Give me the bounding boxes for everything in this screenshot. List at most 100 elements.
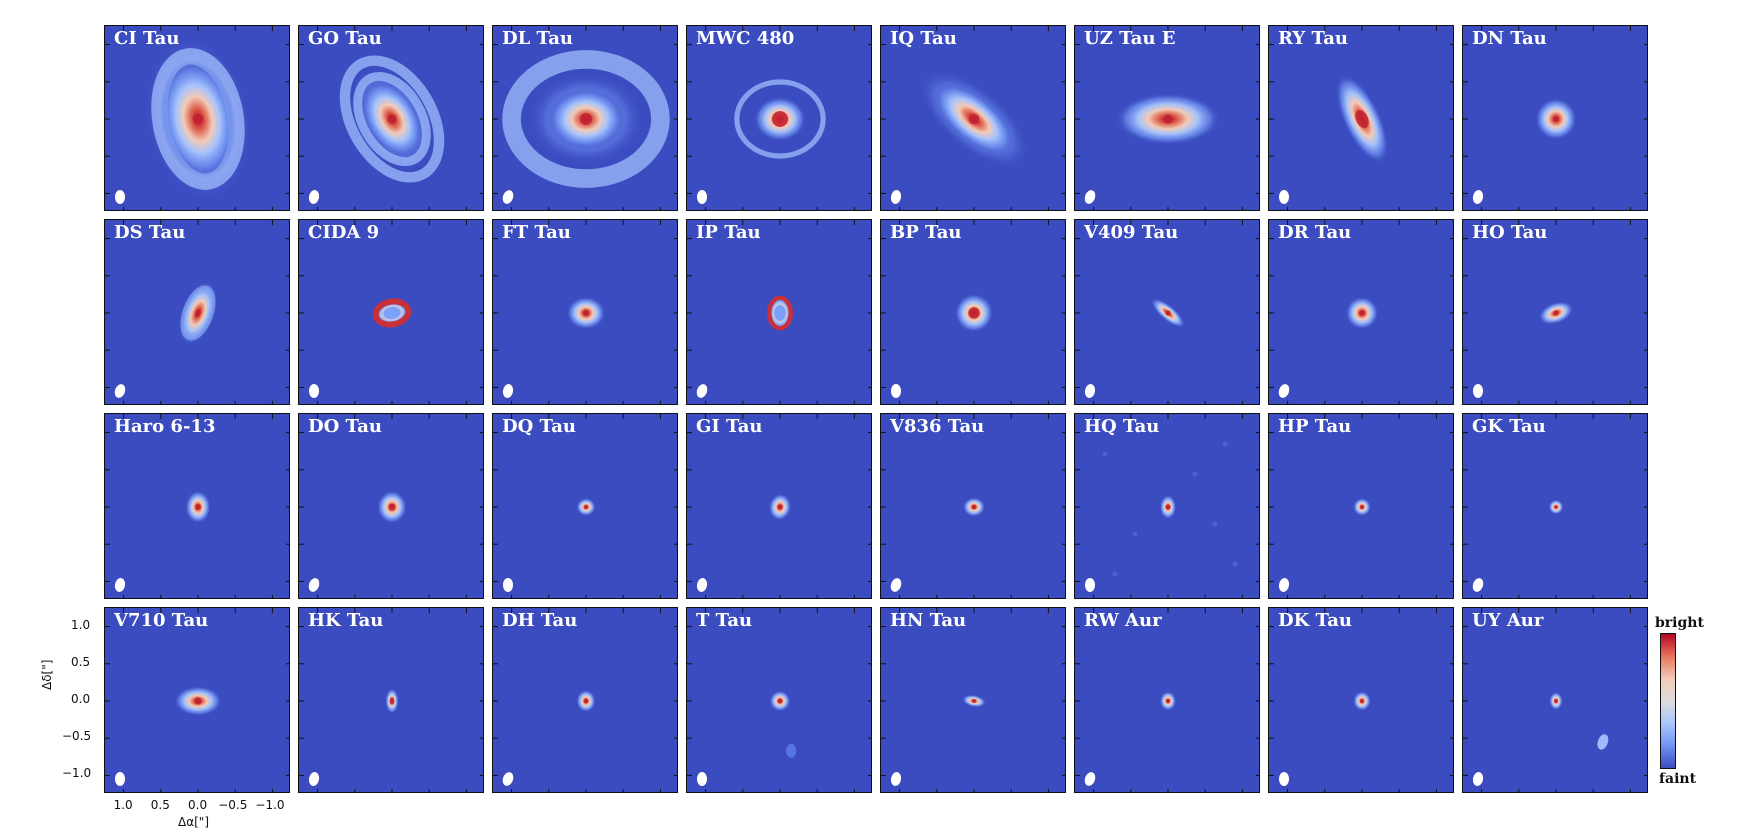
disk-image xyxy=(687,608,871,792)
beam-ellipse xyxy=(503,578,513,592)
disk-panel: DN Tau xyxy=(1462,25,1648,211)
disk-image xyxy=(881,414,1065,598)
source-name-label: DH Tau xyxy=(502,610,578,631)
disk-image xyxy=(1075,608,1259,792)
disk-panel: RW Aur xyxy=(1074,607,1260,793)
disk-panel: Haro 6-13 xyxy=(104,413,290,599)
disk-image xyxy=(881,608,1065,792)
source-name-label: RW Aur xyxy=(1084,610,1162,631)
source-name-label: RY Tau xyxy=(1278,28,1348,49)
disk-panel: T Tau xyxy=(686,607,872,793)
disk-image xyxy=(105,414,289,598)
beam-ellipse xyxy=(502,190,514,204)
disk-panel: GO Tau xyxy=(298,25,484,211)
disk-image xyxy=(881,26,1065,210)
disk-image xyxy=(1269,220,1453,404)
x-tick-label: −1.0 xyxy=(255,798,285,812)
disk-image xyxy=(105,26,289,210)
disk-image xyxy=(493,26,677,210)
beam-ellipse xyxy=(115,772,125,786)
disk-image xyxy=(299,608,483,792)
beam-ellipse xyxy=(308,578,320,592)
source-name-label: DR Tau xyxy=(1278,222,1352,243)
source-name-label: BP Tau xyxy=(890,222,962,243)
source-name-label: IQ Tau xyxy=(890,28,957,49)
disk-panel: DH Tau xyxy=(492,607,678,793)
disk-panel: V836 Tau xyxy=(880,413,1066,599)
beam-ellipse xyxy=(1279,772,1289,786)
disk-panel: BP Tau xyxy=(880,219,1066,405)
beam-ellipse xyxy=(891,384,901,398)
beam-ellipse xyxy=(502,384,514,398)
source-name-label: CIDA 9 xyxy=(308,222,380,243)
disk-image xyxy=(1463,414,1647,598)
beam-ellipse xyxy=(1085,578,1095,592)
source-name-label: GI Tau xyxy=(696,416,763,437)
disk-panel: RY Tau xyxy=(1268,25,1454,211)
disk-panel: DS Tau xyxy=(104,219,290,405)
disk-panel: HP Tau xyxy=(1268,413,1454,599)
beam-ellipse xyxy=(115,190,125,204)
disk-panel: DO Tau xyxy=(298,413,484,599)
y-tick-label: 1.0 xyxy=(71,617,91,632)
source-name-label: IP Tau xyxy=(696,222,761,243)
source-name-label: DO Tau xyxy=(308,416,382,437)
disk-panel: HQ Tau xyxy=(1074,413,1260,599)
disk-panel: CI Tau xyxy=(104,25,290,211)
x-axis-label: Δα["] xyxy=(178,815,210,829)
disk-image xyxy=(687,26,871,210)
disk-panel: MWC 480 xyxy=(686,25,872,211)
disk-image xyxy=(299,414,483,598)
beam-ellipse xyxy=(1472,772,1484,786)
beam-ellipse xyxy=(890,772,902,786)
beam-ellipse xyxy=(697,190,707,204)
source-name-label: HN Tau xyxy=(890,610,967,631)
disk-image xyxy=(493,414,677,598)
source-name-label: HQ Tau xyxy=(1084,416,1160,437)
beam-ellipse xyxy=(1279,190,1289,204)
y-tick-label: 0.0 xyxy=(71,692,91,706)
source-name-label: CI Tau xyxy=(114,28,180,49)
x-tick-label: 0.5 xyxy=(150,798,170,812)
source-name-label: HP Tau xyxy=(1278,416,1352,437)
beam-ellipse xyxy=(502,772,514,786)
disk-image xyxy=(687,220,871,404)
disk-image xyxy=(493,608,677,792)
source-name-label: UZ Tau E xyxy=(1084,28,1176,49)
beam-ellipse xyxy=(697,772,707,786)
source-name-label: GK Tau xyxy=(1472,416,1546,437)
source-name-label: GO Tau xyxy=(308,28,382,49)
source-name-label: HO Tau xyxy=(1472,222,1548,243)
colorbar xyxy=(1660,633,1676,769)
beam-ellipse xyxy=(1472,190,1484,204)
disk-panel: IP Tau xyxy=(686,219,872,405)
source-name-label: MWC 480 xyxy=(696,28,795,49)
disk-image xyxy=(1463,220,1647,404)
disk-image xyxy=(299,26,483,210)
disk-panel: HK Tau xyxy=(298,607,484,793)
disk-panel: UZ Tau E xyxy=(1074,25,1260,211)
source-name-label: Haro 6-13 xyxy=(114,416,216,437)
disk-panel: HO Tau xyxy=(1462,219,1648,405)
beam-ellipse xyxy=(890,190,902,204)
beam-ellipse xyxy=(114,578,126,592)
beam-ellipse xyxy=(114,384,126,398)
beam-ellipse xyxy=(1278,578,1290,592)
beam-ellipse xyxy=(1084,772,1096,786)
source-name-label: DL Tau xyxy=(502,28,573,49)
x-tick-label: −0.5 xyxy=(218,798,248,812)
source-name-label: V409 Tau xyxy=(1084,222,1179,243)
disk-panel: DR Tau xyxy=(1268,219,1454,405)
source-name-label: UY Aur xyxy=(1472,610,1544,631)
source-name-label: V710 Tau xyxy=(114,610,209,631)
beam-ellipse xyxy=(1278,384,1290,398)
disk-image xyxy=(1463,608,1647,792)
disk-image xyxy=(299,220,483,404)
beam-ellipse xyxy=(308,772,320,786)
disk-panel: DL Tau xyxy=(492,25,678,211)
disk-image xyxy=(105,608,289,792)
beam-ellipse xyxy=(308,190,320,204)
beam-ellipse xyxy=(696,384,708,398)
source-name-label: DN Tau xyxy=(1472,28,1547,49)
y-tick-label: −1.0 xyxy=(62,766,92,781)
